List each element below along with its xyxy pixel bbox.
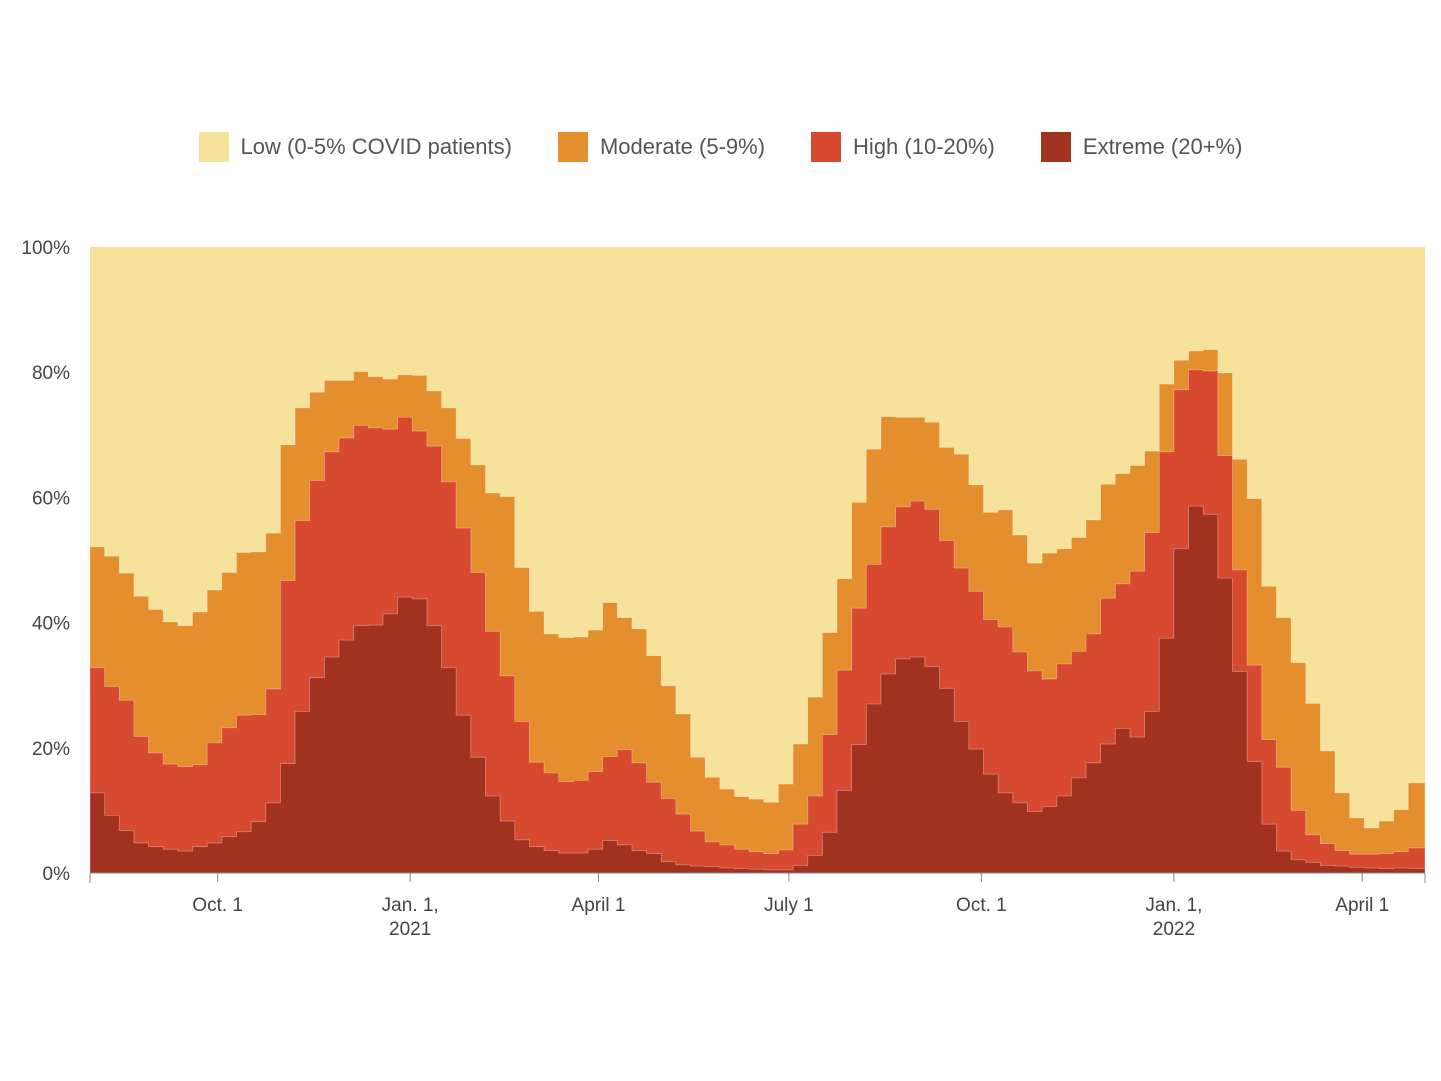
y-tick-label: 100% [21, 238, 70, 259]
x-tick-label: Jan. 1, 2022 [1145, 895, 1202, 940]
y-tick-label: 60% [32, 488, 70, 509]
legend-item-extreme: Extreme (20+%) [1040, 132, 1243, 162]
legend-label-extreme: Extreme (20+%) [1082, 134, 1243, 159]
legend-item-moderate: Moderate (5-9%) [557, 132, 766, 162]
x-tick-label: July 1 [764, 895, 814, 916]
legend: Low (0-5% COVID patients) Moderate (5-9%… [0, 132, 1441, 162]
x-tick-label: Oct. 1 [192, 895, 243, 916]
x-axis: Oct. 1 Jan. 1, 2021 April 1 July 1 Oct. 1 Jan.… [89, 872, 1426, 940]
area-extreme [89, 505, 1426, 874]
legend-swatch-extreme [1040, 132, 1071, 162]
legend-label-low: Low (0-5% COVID patients) [240, 134, 512, 159]
y-tick-label: 20% [32, 739, 70, 760]
y-tick-label: 40% [32, 614, 70, 635]
x-tick-label: April 1 [1335, 895, 1389, 916]
x-tick-label: Jan. 1, 2021 [382, 895, 439, 940]
y-axis: 0% 20% 40% 60% 80% 100% [21, 238, 70, 885]
x-tick-label: April 1 [572, 895, 626, 916]
legend-swatch-low [198, 132, 229, 162]
legend-label-high: High (10-20%) [853, 134, 995, 159]
legend-item-high: High (10-20%) [811, 132, 995, 162]
plot-area [89, 247, 1426, 874]
legend-swatch-high [811, 132, 842, 162]
y-tick-label: 0% [43, 864, 71, 885]
legend-label-moderate: Moderate (5-9%) [599, 134, 766, 159]
x-tick-label: Oct. 1 [956, 895, 1007, 916]
y-tick-label: 80% [32, 363, 70, 384]
legend-swatch-moderate [557, 132, 588, 162]
legend-item-low: Low (0-5% COVID patients) [198, 132, 512, 162]
